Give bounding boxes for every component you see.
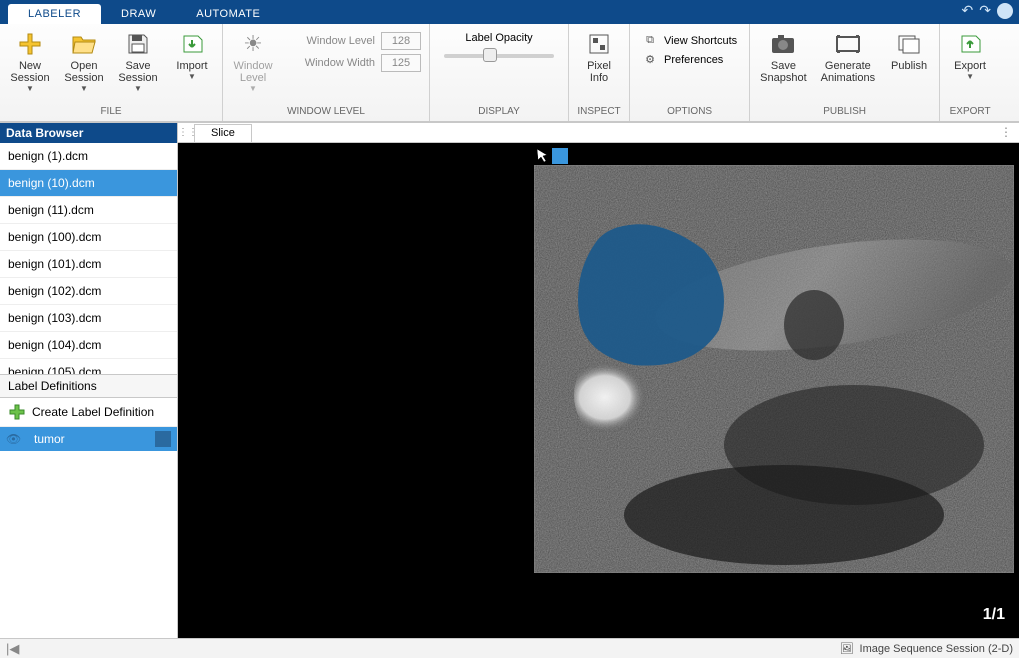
camera-icon [769,30,797,58]
file-row[interactable]: benign (100).dcm [0,224,177,251]
view-shortcuts-button[interactable]: ⧉ View Shortcuts [638,32,741,49]
publish-icon [895,30,923,58]
ribbon-label-display: DISPLAY [434,104,564,119]
label-name: tumor [28,430,149,448]
session-type-icon: 🖼 [840,642,854,655]
ribbon-group-display: Label Opacity DISPLAY [430,24,569,121]
import-button[interactable]: Import ▼ [166,26,218,85]
ultrasound-image [534,165,1014,573]
app-tabbar: LABELER DRAW AUTOMATE ↶ ↷ ? [0,0,1019,24]
window-level-button: ☀ Window Level ▼ [227,26,279,97]
import-icon [178,30,206,58]
film-icon [834,30,862,58]
undo-icon[interactable]: ↶ [962,2,974,19]
new-session-button[interactable]: New Session ▼ [4,26,56,97]
canvas-tabbar: ⋮⋮ Slice ⋮ [178,123,1019,143]
file-row[interactable]: benign (1).dcm [0,143,177,170]
image-canvas[interactable]: 1/1 [178,143,1019,638]
window-level-label: Window Level [285,35,375,47]
session-type-label: Image Sequence Session (2-D) [860,643,1013,655]
window-width-input [381,54,421,72]
gear-icon: ⚙ [642,53,658,66]
generate-animations-button[interactable]: Generate Animations [815,26,881,88]
publish-button[interactable]: Publish [883,26,935,76]
ribbon-group-file: New Session ▼ Open Session ▼ Save Sessio… [0,24,223,121]
export-icon [956,30,984,58]
opacity-slider-thumb[interactable] [483,48,497,62]
ribbon-group-windowlevel: ☀ Window Level ▼ Window Level Window Wid… [223,24,430,121]
save-icon [124,30,152,58]
prev-slice-icon[interactable]: |◀ [6,641,19,657]
slice-counter: 1/1 [983,606,1005,624]
label-definition-row[interactable]: 👁 tumor [0,427,177,451]
label-definitions-header: Label Definitions [0,375,177,398]
ribbon-label-export: EXPORT [944,104,996,119]
file-row[interactable]: benign (104).dcm [0,332,177,359]
plus-icon [8,403,26,421]
ribbon-group-inspect: Pixel Info INSPECT [569,24,630,121]
open-session-button[interactable]: Open Session ▼ [58,26,110,97]
export-button[interactable]: Export ▼ [944,26,996,85]
file-list[interactable]: benign (1).dcmbenign (10).dcmbenign (11)… [0,143,177,375]
ribbon-label-options: OPTIONS [634,104,745,119]
canvas-menu-icon[interactable]: ⋮ [1000,125,1013,139]
save-session-button[interactable]: Save Session ▼ [112,26,164,97]
shortcuts-icon: ⧉ [642,34,658,47]
sidebar: Data Browser benign (1).dcmbenign (10).d… [0,123,178,638]
data-browser-title: Data Browser [0,123,177,143]
ribbon-group-publish: Save Snapshot Generate Animations Publis… [750,24,940,121]
help-icon[interactable]: ? [997,3,1013,19]
file-row[interactable]: benign (10).dcm [0,170,177,197]
brightness-icon: ☀ [239,30,267,58]
ribbon-group-export: Export ▼ EXPORT [940,24,1000,121]
ribbon-group-options: ⧉ View Shortcuts ⚙ Preferences OPTIONS [630,24,750,121]
redo-icon[interactable]: ↷ [979,2,991,19]
ribbon-label-inspect: INSPECT [573,104,625,119]
tab-draw[interactable]: DRAW [101,4,176,24]
label-color-swatch[interactable] [155,431,171,447]
visibility-icon[interactable]: 👁 [6,432,22,446]
folder-open-icon [70,30,98,58]
ribbon-label-file: FILE [4,104,218,119]
tab-automate[interactable]: AUTOMATE [176,4,280,24]
ribbon: New Session ▼ Open Session ▼ Save Sessio… [0,24,1019,122]
file-row[interactable]: benign (102).dcm [0,278,177,305]
slice-tab[interactable]: Slice [194,124,252,142]
save-snapshot-button[interactable]: Save Snapshot [754,26,812,88]
file-row[interactable]: benign (101).dcm [0,251,177,278]
opacity-slider[interactable] [444,54,554,58]
plus-icon [16,30,44,58]
pixel-info-button[interactable]: Pixel Info [573,26,625,88]
ribbon-label-windowlevel: WINDOW LEVEL [227,104,425,119]
ribbon-label-publish: PUBLISH [754,104,935,119]
tab-labeler[interactable]: LABELER [8,4,101,24]
status-bar: |◀ 🖼 Image Sequence Session (2-D) [0,638,1019,658]
window-level-input [381,32,421,50]
window-width-label: Window Width [285,57,375,69]
pixel-icon [585,30,613,58]
label-opacity-label: Label Opacity [465,32,532,44]
pointer-icon [534,147,552,165]
create-label-definition-button[interactable]: Create Label Definition [0,398,177,427]
panel-grip-icon[interactable]: ⋮⋮ [182,123,194,142]
file-row[interactable]: benign (11).dcm [0,197,177,224]
file-row[interactable]: benign (105).dcm [0,359,177,375]
region-marker [534,147,568,165]
preferences-button[interactable]: ⚙ Preferences [638,51,741,68]
file-row[interactable]: benign (103).dcm [0,305,177,332]
